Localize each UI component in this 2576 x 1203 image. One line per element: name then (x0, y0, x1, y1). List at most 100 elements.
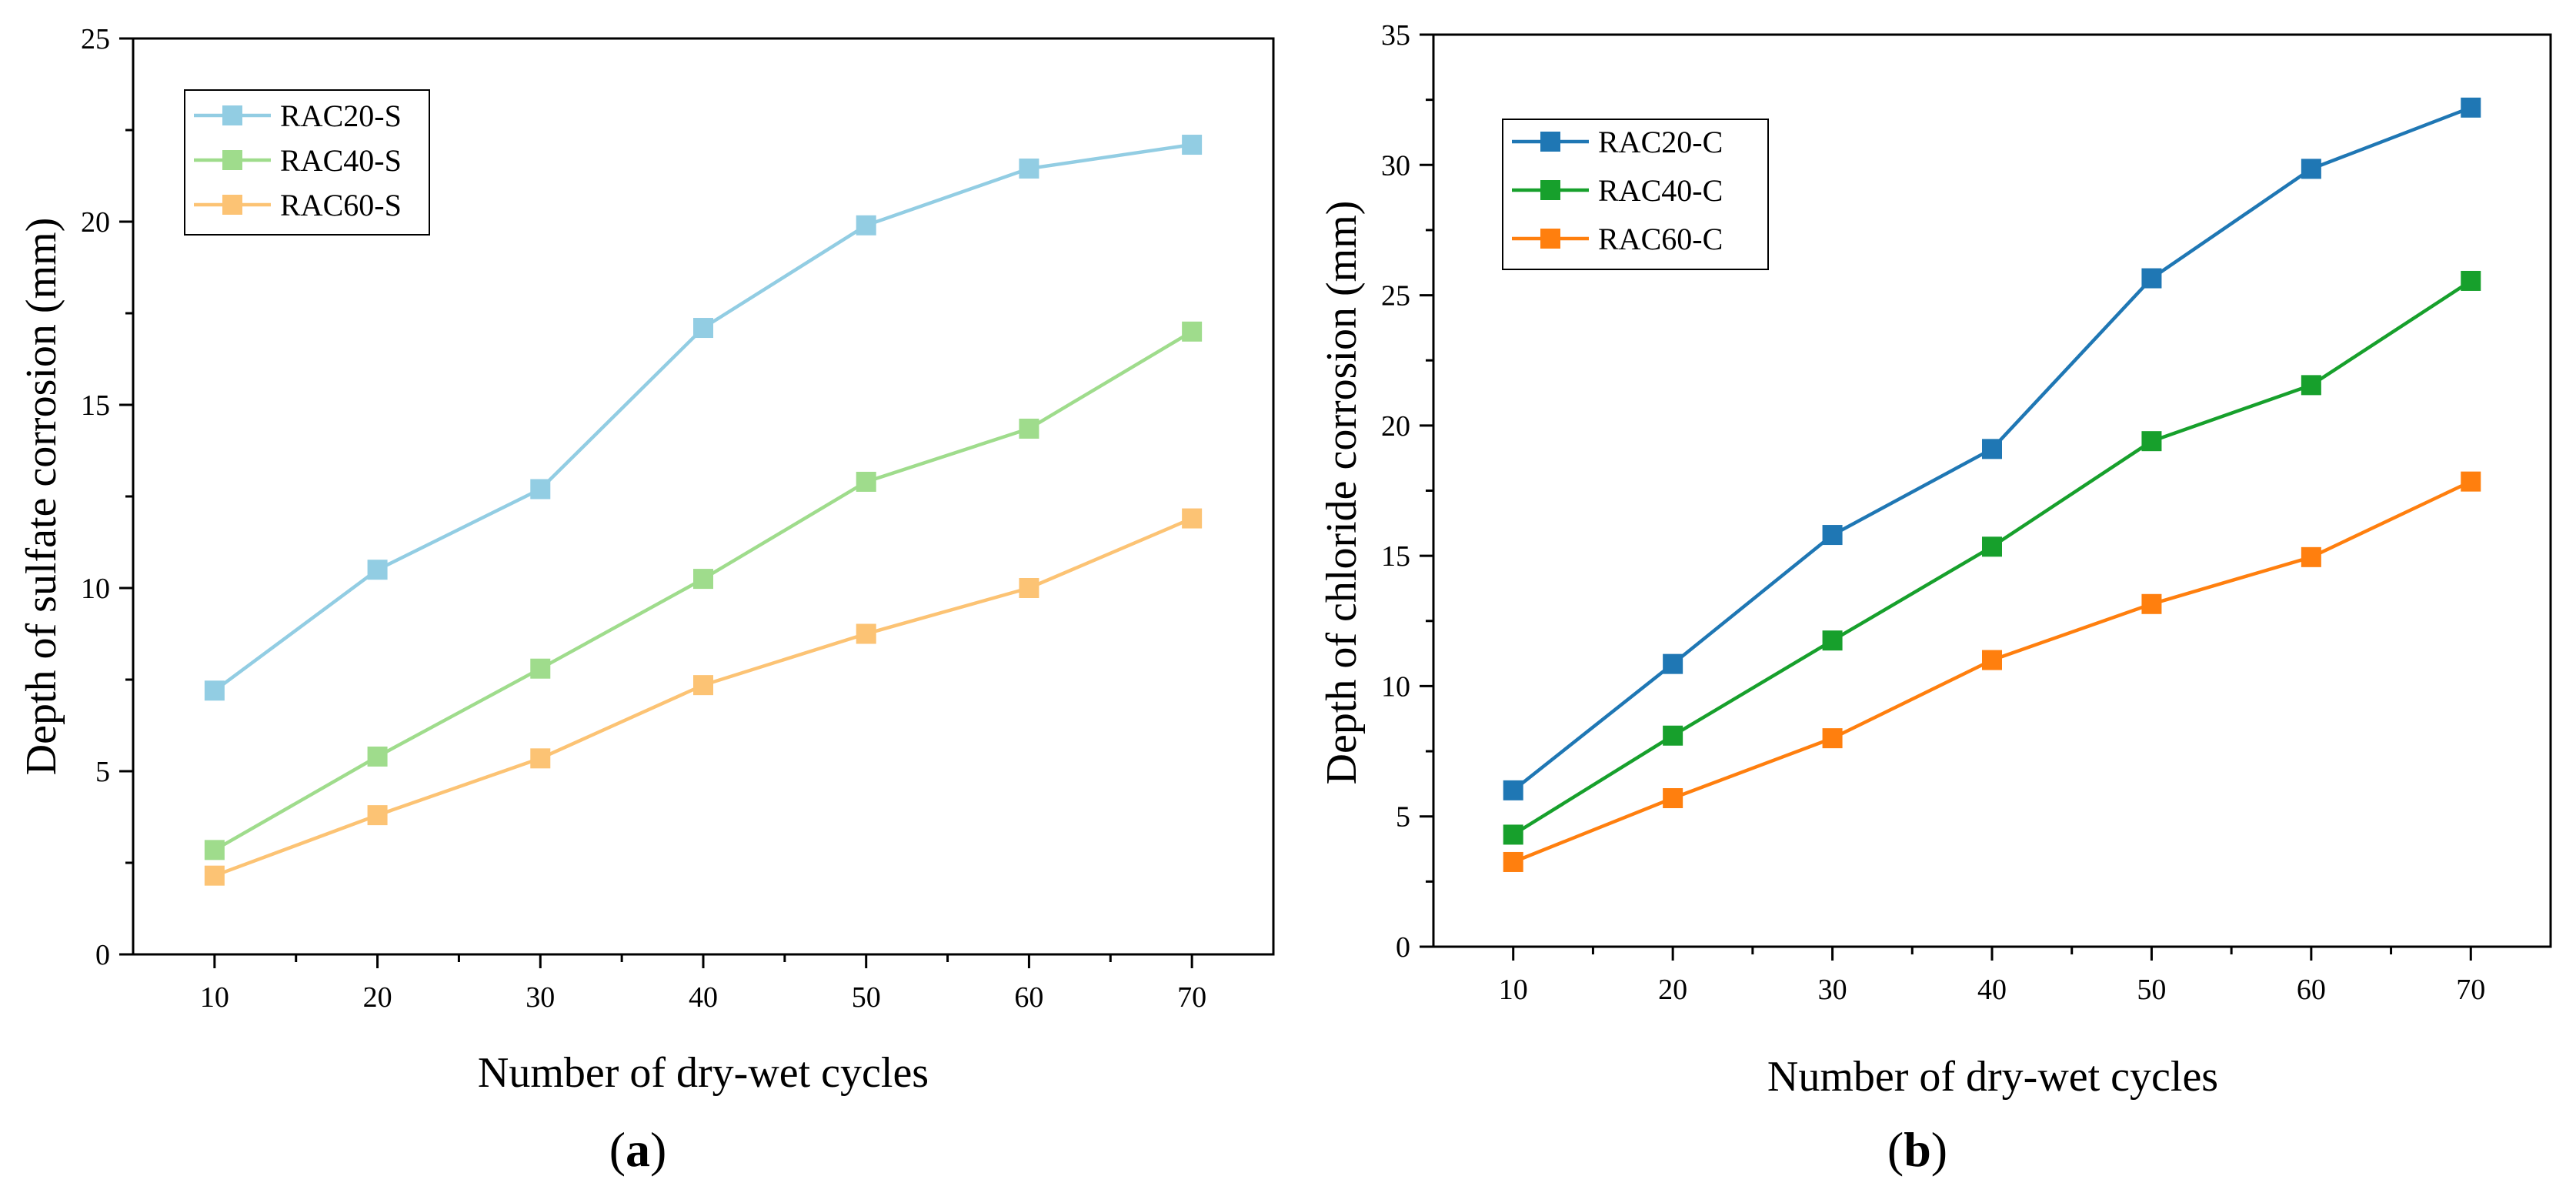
panel-a-x-axis-title: Number of dry-wet cycles (478, 1049, 929, 1097)
legend-marker-rac20-c (1540, 132, 1560, 152)
panel-b-y-tick-label: 10 (1381, 670, 1410, 703)
panel-b: 10 20 30 40 50 60 70 0 5 10 15 20 25 30 35 RAC20-C RAC4… (1318, 19, 2552, 1177)
data-point-rac20-s (1182, 135, 1203, 155)
data-point-rac20-s (856, 215, 876, 236)
panel-b-x-tick-label: 30 (1818, 974, 1847, 1006)
data-point-rac40-s (204, 840, 225, 860)
series-line-rac40-s (213, 329, 1193, 852)
legend-marker-rac40-c (1540, 180, 1560, 200)
legend-label-rac60-s: RAC60-S (280, 188, 402, 222)
panel-a-x-tick-label: 60 (1014, 981, 1043, 1014)
legend-label-rac60-c: RAC60-C (1598, 222, 1723, 256)
panel-b-series (1503, 97, 2481, 872)
data-point-rac60-c (2141, 593, 2162, 614)
panel-a-label: (a) (609, 1122, 667, 1177)
panel-a-series (204, 135, 1203, 886)
panel-b-y-tick-label: 0 (1396, 931, 1410, 964)
data-point-rac60-s (1019, 578, 1039, 598)
data-point-rac40-c (2461, 270, 2481, 291)
legend-marker-rac20-s (222, 105, 242, 125)
data-point-rac60-s (693, 675, 713, 696)
data-point-rac20-s (1019, 158, 1039, 179)
data-point-rac20-c (1663, 653, 1683, 674)
panel-b-legend: RAC20-C RAC40-C RAC60-C (1502, 119, 1769, 270)
data-point-rac40-c (2141, 431, 2162, 452)
data-point-rac60-s (530, 748, 551, 769)
data-point-rac60-s (204, 865, 225, 886)
panel-b-x-tick-label: 20 (1658, 974, 1687, 1006)
data-point-rac40-c (1503, 824, 1523, 845)
panel-b-x-tick-label: 40 (1977, 974, 2007, 1006)
panel-b-y-tick-label: 15 (1381, 540, 1410, 573)
panel-b-y-axis-title: Depth of chloride corrosion (mm) (1318, 201, 1366, 785)
panel-a-x-tick-label: 10 (200, 981, 229, 1014)
legend-label-rac40-s: RAC40-S (280, 143, 402, 178)
legend-marker-rac60-s (222, 195, 242, 215)
panel-a-y-tick-label: 10 (81, 573, 110, 605)
data-point-rac60-c (1982, 650, 2002, 670)
data-point-rac20-s (367, 560, 388, 580)
data-point-rac40-s (1019, 418, 1039, 439)
panel-b-axes: 10 20 30 40 50 60 70 0 5 10 15 20 25 30 35 (1381, 19, 2485, 1006)
data-point-rac60-c (1822, 728, 1843, 749)
data-point-rac40-s (1182, 321, 1203, 342)
legend-label-rac40-c: RAC40-C (1598, 173, 1723, 208)
data-point-rac40-s (530, 658, 551, 679)
panel-b-y-tick-label: 30 (1381, 149, 1410, 182)
panel-b-y-tick-label: 25 (1381, 280, 1410, 312)
panel-b-y-tick-label: 20 (1381, 410, 1410, 443)
panel-b-x-tick-label: 10 (1499, 974, 1528, 1006)
panel-a-x-tick-label: 50 (852, 981, 881, 1014)
panel-a-y-tick-label: 15 (81, 389, 110, 422)
panel-a-legend: RAC20-S RAC40-S RAC60-S (184, 89, 430, 236)
data-point-rac20-c (2461, 97, 2481, 118)
data-point-rac40-c (1663, 725, 1683, 746)
data-point-rac20-s (693, 318, 713, 339)
data-point-rac60-s (367, 805, 388, 826)
panel-b-y-tick-label: 35 (1381, 19, 1410, 52)
panel-a-x-tick-label: 70 (1177, 981, 1206, 1014)
panel-b-x-tick-label: 50 (2137, 974, 2166, 1006)
panel-a-y-tick-label: 20 (81, 206, 110, 239)
data-point-rac60-c (2461, 471, 2481, 492)
data-point-rac40-s (367, 746, 388, 767)
data-point-rac20-c (1982, 439, 2002, 459)
legend-label-rac20-c: RAC20-C (1598, 125, 1723, 159)
panel-b-x-tick-label: 70 (2456, 974, 2485, 1006)
data-point-rac20-c (1822, 525, 1843, 546)
data-point-rac60-c (1503, 851, 1523, 872)
legend-marker-rac60-c (1540, 229, 1560, 249)
panel-a-x-tick-label: 30 (526, 981, 555, 1014)
data-point-rac40-c (1822, 630, 1843, 651)
panel-a-x-tick-label: 40 (689, 981, 718, 1014)
data-point-rac40-s (693, 569, 713, 590)
panel-a-y-tick-label: 0 (95, 939, 110, 971)
data-point-rac40-c (2301, 375, 2321, 396)
panel-a-x-tick-label: 20 (363, 981, 392, 1014)
data-point-rac20-c (2301, 159, 2321, 179)
panel-b-label: (b) (1887, 1122, 1947, 1177)
panel-b-x-tick-label: 60 (2297, 974, 2326, 1006)
data-point-rac20-c (1503, 780, 1523, 800)
data-point-rac60-s (856, 623, 876, 644)
panel-b-x-axis-title: Number of dry-wet cycles (1767, 1053, 2218, 1101)
data-point-rac20-s (204, 680, 225, 701)
panel-a-axes: 10 20 30 40 50 60 70 0 5 10 15 20 25 (81, 23, 1206, 1014)
data-point-rac40-s (856, 471, 876, 492)
data-point-rac20-c (2141, 268, 2162, 289)
panel-a-y-axis-title: Depth of sulfate corrosion (mm) (18, 218, 65, 776)
panel-b-y-tick-label: 5 (1396, 801, 1410, 834)
data-point-rac60-c (1663, 788, 1683, 809)
series-line-rac40-c (1512, 279, 2472, 837)
data-point-rac40-c (1982, 536, 2002, 557)
data-point-rac60-s (1182, 508, 1203, 529)
legend-marker-rac40-s (222, 150, 242, 170)
legend-label-rac20-s: RAC20-S (280, 99, 402, 133)
panel-a-y-tick-label: 25 (81, 23, 110, 55)
panel-a-y-tick-label: 5 (95, 756, 110, 788)
data-point-rac60-c (2301, 546, 2321, 567)
data-point-rac20-s (530, 479, 551, 500)
